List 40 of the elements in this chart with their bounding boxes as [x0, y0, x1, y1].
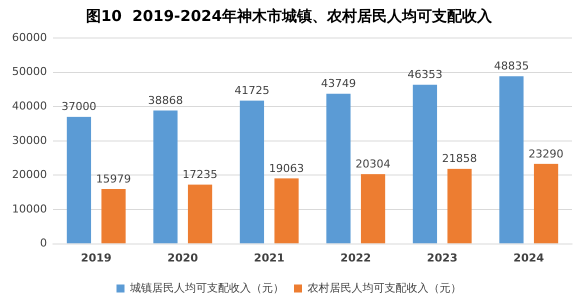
- bar: [188, 184, 212, 244]
- y-tick-label: 60000: [12, 30, 47, 44]
- data-label: 46353: [407, 68, 442, 82]
- bar: [66, 116, 92, 244]
- bar: [499, 76, 524, 244]
- x-tick-label: 2021: [254, 251, 285, 264]
- y-tick-label: 0: [40, 236, 47, 250]
- x-tick-label: 2022: [340, 251, 372, 264]
- data-label: 37000: [61, 100, 96, 114]
- data-label: 19063: [269, 162, 304, 175]
- legend-label: 农村居民人均可支配收入（元）: [308, 281, 462, 294]
- bar: [447, 168, 472, 244]
- bar: [101, 188, 126, 244]
- chart-title: 图10 2019-2024年神木市城镇、农村居民人均可支配收入: [86, 6, 494, 25]
- x-tick-label: 2020: [167, 251, 198, 264]
- data-label: 48835: [494, 60, 529, 73]
- bar: [240, 100, 264, 244]
- x-tick-label: 2024: [513, 251, 544, 264]
- bar: [153, 110, 178, 244]
- bar: [412, 84, 438, 244]
- data-label: 41725: [234, 84, 270, 98]
- data-label: 15979: [96, 172, 132, 186]
- bar: [360, 174, 386, 244]
- y-tick-label: 50000: [12, 65, 47, 78]
- data-label: 17235: [182, 168, 218, 182]
- bar: [274, 178, 299, 244]
- legend-label: 城镇居民人均可支配收入（元）: [129, 281, 284, 294]
- data-label: 38868: [148, 94, 183, 107]
- y-tick-label: 30000: [12, 134, 47, 147]
- data-label: 43749: [320, 77, 356, 90]
- data-label: 21858: [442, 152, 478, 166]
- x-tick-label: 2019: [80, 251, 112, 264]
- y-tick-label: 10000: [12, 202, 47, 216]
- y-tick-label: 40000: [12, 99, 47, 112]
- data-label: 23290: [528, 147, 564, 160]
- bar: [534, 164, 558, 244]
- data-label: 20304: [356, 158, 391, 171]
- x-tick-label: 2023: [426, 251, 458, 264]
- y-tick-label: 20000: [12, 168, 47, 182]
- bar: [326, 94, 351, 244]
